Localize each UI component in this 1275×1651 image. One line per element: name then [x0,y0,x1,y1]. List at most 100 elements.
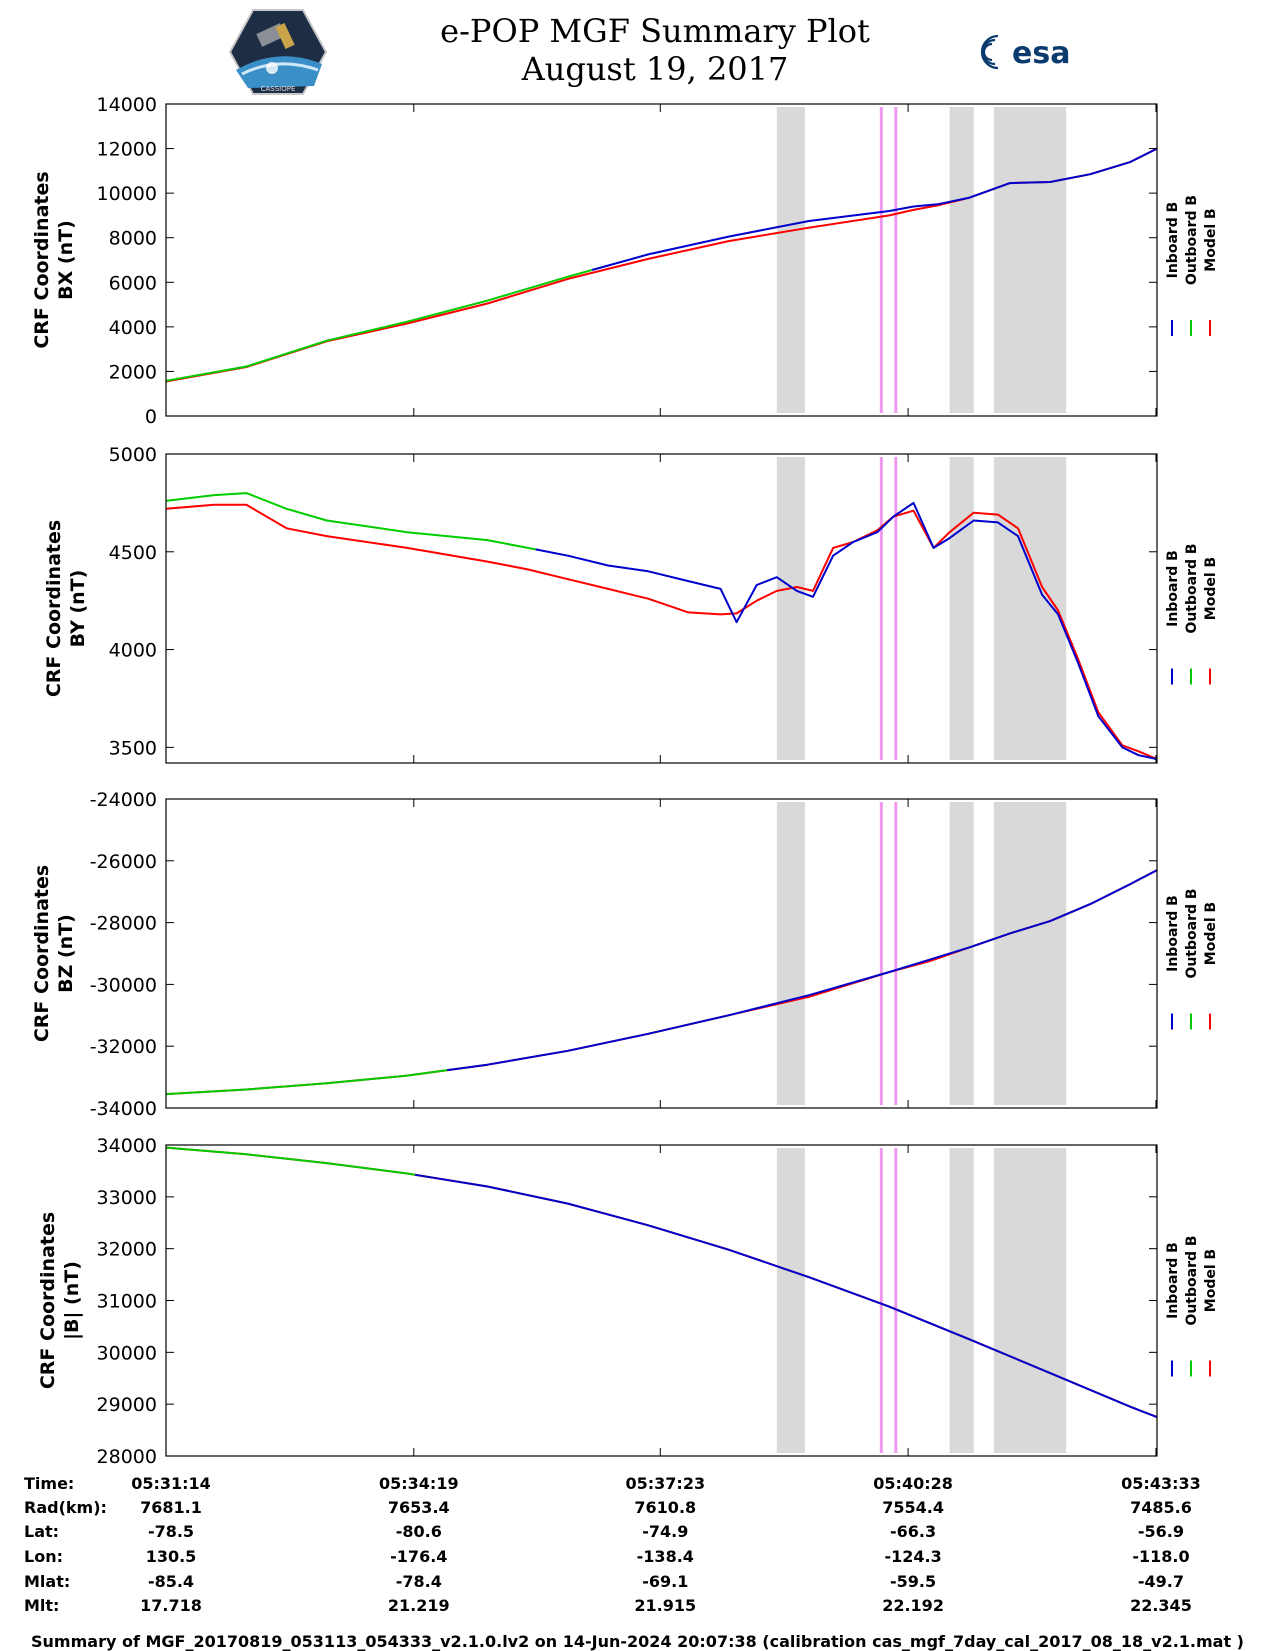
y-axis-label-line-2: BY (nT) [67,570,89,648]
orbit-info-value: 22.192 [882,1596,944,1615]
plot-title: e-POP MGF Summary Plot August 19, 2017 [340,12,970,88]
orbit-info-value: -49.7 [1137,1572,1185,1591]
series-line-inboard-b [447,869,1158,1072]
orbit-info-value: -176.4 [390,1547,448,1566]
legend-label-model-b: Model B [1203,902,1219,965]
series-line-outboard-b [165,492,536,551]
orbit-info-value: -78.5 [147,1522,195,1541]
orbit-info-value: -78.4 [395,1572,442,1591]
series-line-outboard-b [165,1069,448,1096]
orbit-info-value: -124.3 [884,1547,942,1566]
orbit-info-value: 7653.4 [387,1498,450,1517]
orbit-info-value: 7681.1 [140,1498,202,1517]
series-line-inboard-b [415,1173,1158,1419]
orbit-info-value: -74.9 [642,1522,689,1541]
y-tick-label: -32000 [90,1036,157,1058]
legend-label-inboard-b: Inboard B [1165,1242,1181,1319]
orbit-info-label: Mlat: [24,1572,71,1591]
plot-frame [165,798,1158,1109]
legend-label-outboard-b: Outboard B [1184,888,1200,978]
y-tick-label: 12000 [97,139,157,161]
y-tick-label: 31000 [97,1291,157,1313]
y-tick-label: 4000 [109,317,157,339]
y-tick-label: -24000 [90,789,157,811]
legend-label-model-b: Model B [1203,557,1219,620]
shaded-region-3 [993,107,1067,413]
y-tick-label: -30000 [90,974,157,996]
orbit-info-value: 05:40:28 [873,1474,953,1493]
y-tick-label: 5000 [109,444,157,466]
legend-label-outboard-b: Outboard B [1184,1235,1200,1325]
plot-frame [165,453,1158,764]
orbit-info-value: 05:34:19 [378,1474,459,1493]
orbit-info-label: Time: [24,1474,75,1493]
footer-summary: Summary of MGF_20170819_053113_054333_v2… [31,1632,1244,1651]
legend-label-outboard-b: Outboard B [1184,195,1200,285]
title-line-2: August 19, 2017 [521,50,789,88]
orbit-info-label: Mlt: [24,1596,60,1615]
y-tick-label: -28000 [90,913,157,935]
y-tick-label: 4000 [109,640,157,662]
esa-logo: esa [980,34,1070,71]
orbit-info-value: 05:31:14 [131,1474,211,1493]
panel-1: 0 2000 4000 6000 8000 10000 12000 14000 CRF Coor… [31,94,1219,428]
y-axis-label-line-2: BZ (nT) [55,914,77,993]
y-tick-label: 4500 [109,542,157,564]
panel-3: -34000 -32000 -30000 -28000 -26000 -24000 CRF … [31,789,1219,1120]
legend-label-outboard-b: Outboard B [1184,543,1200,633]
orbit-info-value: -85.4 [147,1572,195,1591]
orbit-info-value: 7485.6 [1130,1498,1192,1517]
y-axis-label-line-2: |B| (nT) [61,1261,83,1340]
orbit-info-label: Rad(km): [24,1498,107,1517]
orbit-info-value: -69.1 [642,1572,689,1591]
y-axis-label-line-1: CRF Coordinates [37,1212,59,1389]
orbit-info-value: -118.0 [1132,1547,1190,1566]
shaded-region-2 [949,1148,974,1453]
orbit-info-value: 7610.8 [634,1498,697,1517]
y-axis-label-line-1: CRF Coordinates [31,171,53,348]
series-line-inboard-b [535,501,1158,761]
legend-label-inboard-b: Inboard B [1165,202,1181,279]
legend-label-inboard-b: Inboard B [1165,895,1181,972]
legend-label-model-b: Model B [1203,1249,1219,1312]
series-line-model-b [165,503,1158,761]
orbit-info-value: 05:43:33 [1121,1474,1201,1493]
y-tick-label: 0 [145,406,157,428]
y-axis-label-line-1: CRF Coordinates [31,865,53,1042]
orbit-info-value: -56.9 [1137,1522,1185,1541]
cassiope-logo-text: CASSIOPE [261,85,296,93]
panel-4: 28000 29000 30000 31000 32000 33000 34000 CRF C… [37,1135,1219,1468]
series-line-inboard-b [591,147,1158,271]
series-line-outboard-b [165,269,593,382]
shaded-region-3 [993,457,1067,760]
y-tick-label: 30000 [97,1342,157,1364]
orbit-info-value: 130.5 [145,1547,197,1566]
orbit-info-value: 05:37:23 [625,1474,706,1493]
shaded-region-2 [949,107,974,413]
y-tick-label: -34000 [90,1098,157,1120]
shaded-region-3 [993,1148,1067,1453]
series-line-outboard-b [165,1146,416,1176]
cassiope-logo: CASSIOPE [228,9,328,95]
shaded-region-1 [776,802,805,1105]
orbit-info-value: -59.5 [890,1572,937,1591]
y-axis-label-line-2: BX (nT) [55,220,77,300]
y-tick-label: -26000 [90,851,157,873]
orbit-info-value: 7554.4 [882,1498,944,1517]
y-tick-label: 14000 [97,94,157,116]
panel-2: 3500 4000 4500 5000 CRF Coordinates BY (nT) In… [43,444,1219,764]
y-tick-label: 2000 [109,361,157,383]
legend-label-inboard-b: Inboard B [1165,550,1181,627]
shaded-region-1 [776,107,805,413]
orbit-info-value: -80.6 [395,1522,442,1541]
y-tick-label: 3500 [109,737,157,759]
orbit-info-value: -66.3 [890,1522,937,1541]
plot-frame [165,103,1158,417]
title-line-1: e-POP MGF Summary Plot [440,12,870,50]
orbit-info-value: 22.345 [1130,1596,1192,1615]
y-tick-label: 6000 [109,272,157,294]
y-tick-label: 34000 [97,1135,157,1157]
legend-label-model-b: Model B [1203,208,1219,271]
orbit-info-value: -138.4 [636,1547,694,1566]
orbit-info-label: Lon: [24,1547,63,1566]
